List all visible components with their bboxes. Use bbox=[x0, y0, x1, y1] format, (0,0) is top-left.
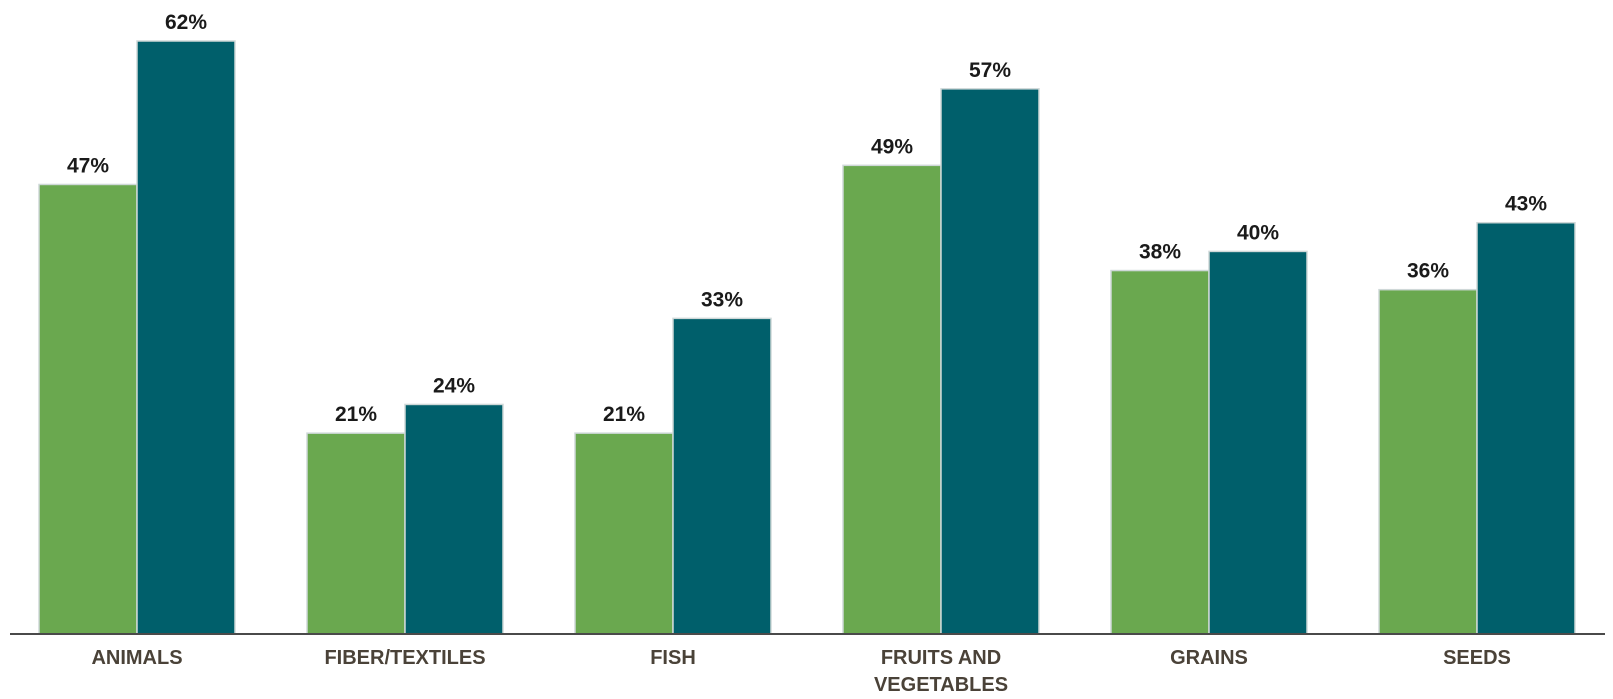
value-label: 33% bbox=[701, 288, 743, 311]
value-labels-layer: 47% 62% 21% 24% 21% 33% 49% 57% 38% 40% 36% 43% bbox=[67, 11, 1547, 426]
category-label: ANIMALS bbox=[91, 647, 182, 669]
category-labels-layer: ANIMALS FIBER/TEXTILES FISH FRUITS AND VEGET… bbox=[91, 647, 1510, 696]
bars-layer bbox=[38, 40, 1576, 635]
bar-green-0 bbox=[38, 183, 138, 635]
value-label: 62% bbox=[165, 11, 207, 34]
value-label: 43% bbox=[1505, 193, 1547, 216]
bar-green-5 bbox=[1378, 288, 1478, 635]
bar-teal-3 bbox=[940, 88, 1040, 635]
category-label: FIBER/TEXTILES bbox=[324, 647, 485, 669]
value-label: 40% bbox=[1237, 221, 1279, 244]
value-label: 57% bbox=[969, 59, 1011, 82]
bar-green-3 bbox=[842, 164, 942, 635]
value-label: 21% bbox=[335, 403, 377, 426]
value-label: 21% bbox=[603, 403, 645, 426]
value-label: 24% bbox=[433, 374, 475, 397]
category-label: SEEDS bbox=[1443, 647, 1511, 669]
category-label: GRAINS bbox=[1170, 647, 1248, 669]
bar-green-1 bbox=[306, 432, 406, 635]
bar-teal-1 bbox=[404, 403, 504, 635]
category-label: VEGETABLES bbox=[874, 674, 1008, 696]
bar-teal-5 bbox=[1476, 221, 1576, 635]
bar-green-2 bbox=[574, 432, 674, 635]
category-label: FISH bbox=[650, 647, 696, 669]
bar-green-4 bbox=[1110, 269, 1210, 635]
bar-teal-0 bbox=[136, 40, 236, 635]
value-label: 49% bbox=[871, 135, 913, 158]
bar-teal-4 bbox=[1208, 250, 1308, 635]
value-label: 47% bbox=[67, 154, 109, 177]
bar-teal-2 bbox=[672, 317, 772, 635]
value-label: 36% bbox=[1407, 260, 1449, 283]
value-label: 38% bbox=[1139, 241, 1181, 264]
category-label: FRUITS AND bbox=[881, 647, 1001, 669]
